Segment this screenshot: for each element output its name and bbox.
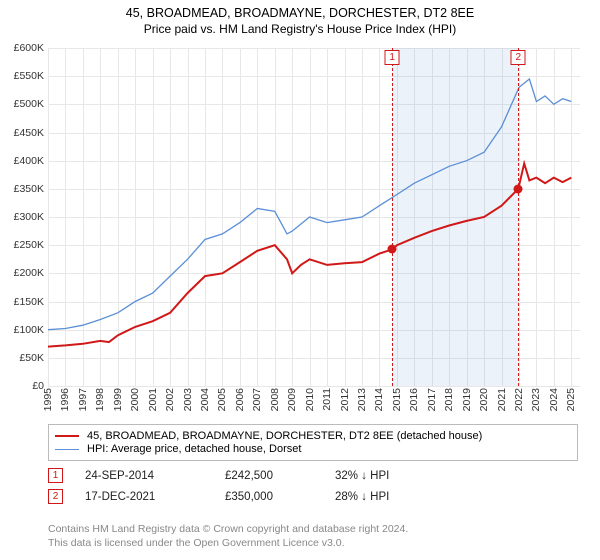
x-tick-label: 2016 (408, 388, 420, 411)
y-tick-label: £0 (0, 380, 44, 392)
x-tick-label: 2002 (164, 388, 176, 411)
event-marker-dot (388, 245, 397, 254)
series-line-price_paid (48, 164, 571, 347)
x-tick-label: 2020 (478, 388, 490, 411)
x-tick-label: 2015 (391, 388, 403, 411)
x-tick-label: 2022 (513, 388, 525, 411)
event-date: 17-DEC-2021 (85, 491, 225, 503)
event-table: 1 24-SEP-2014 £242,500 32% ↓ HPI 2 17-DE… (48, 468, 455, 510)
title-block: 45, BROADMEAD, BROADMAYNE, DORCHESTER, D… (0, 0, 600, 36)
x-tick-label: 2018 (443, 388, 455, 411)
footer-line: Contains HM Land Registry data © Crown c… (48, 522, 408, 536)
y-tick-label: £200K (0, 267, 44, 279)
event-dashed-line (392, 48, 393, 386)
x-tick-label: 2005 (216, 388, 228, 411)
x-tick-label: 2012 (339, 388, 351, 411)
footer-line: This data is licensed under the Open Gov… (48, 536, 408, 550)
legend-swatch (55, 435, 79, 437)
y-tick-label: £500K (0, 98, 44, 110)
x-tick-label: 2001 (147, 388, 159, 411)
event-date: 24-SEP-2014 (85, 470, 225, 482)
x-tick-label: 2019 (461, 388, 473, 411)
y-tick-label: £250K (0, 239, 44, 251)
event-dashed-line (518, 48, 519, 386)
x-tick-label: 2010 (304, 388, 316, 411)
y-tick-label: £100K (0, 324, 44, 336)
x-tick-label: 2023 (530, 388, 542, 411)
x-tick-label: 2013 (356, 388, 368, 411)
y-tick-label: £450K (0, 127, 44, 139)
x-tick-label: 1999 (112, 388, 124, 411)
event-flag: 1 (385, 50, 400, 65)
chart-lines (48, 48, 580, 386)
legend: 45, BROADMEAD, BROADMAYNE, DORCHESTER, D… (48, 424, 578, 461)
x-tick-label: 2009 (286, 388, 298, 411)
x-tick-label: 2025 (565, 388, 577, 411)
x-tick-label: 1997 (77, 388, 89, 411)
x-tick-label: 2011 (321, 388, 333, 411)
x-tick-label: 2024 (548, 388, 560, 411)
x-tick-label: 2021 (496, 388, 508, 411)
event-number-box: 2 (48, 489, 63, 504)
x-tick-label: 1998 (94, 388, 106, 411)
y-tick-label: £350K (0, 183, 44, 195)
x-tick-label: 2008 (269, 388, 281, 411)
event-marker-dot (514, 184, 523, 193)
legend-swatch (55, 449, 79, 450)
x-tick-label: 2007 (251, 388, 263, 411)
footer-attribution: Contains HM Land Registry data © Crown c… (48, 522, 408, 550)
legend-item: HPI: Average price, detached house, Dors… (55, 443, 571, 455)
y-tick-label: £150K (0, 296, 44, 308)
y-tick-label: £50K (0, 352, 44, 364)
chart-subtitle: Price paid vs. HM Land Registry's House … (0, 22, 600, 36)
event-table-row: 1 24-SEP-2014 £242,500 32% ↓ HPI (48, 468, 455, 483)
event-pct: 28% ↓ HPI (335, 491, 455, 503)
series-line-hpi (48, 79, 571, 330)
y-tick-label: £600K (0, 42, 44, 54)
event-price: £350,000 (225, 491, 335, 503)
x-tick-label: 2014 (373, 388, 385, 411)
x-tick-label: 2004 (199, 388, 211, 411)
event-price: £242,500 (225, 470, 335, 482)
event-table-row: 2 17-DEC-2021 £350,000 28% ↓ HPI (48, 489, 455, 504)
y-tick-label: £300K (0, 211, 44, 223)
x-tick-label: 2000 (129, 388, 141, 411)
legend-item: 45, BROADMEAD, BROADMAYNE, DORCHESTER, D… (55, 430, 571, 442)
event-number-box: 1 (48, 468, 63, 483)
y-tick-label: £550K (0, 70, 44, 82)
x-tick-label: 1995 (42, 388, 54, 411)
legend-label: HPI: Average price, detached house, Dors… (87, 443, 301, 455)
event-flag: 2 (511, 50, 526, 65)
x-tick-label: 2006 (234, 388, 246, 411)
y-tick-label: £400K (0, 155, 44, 167)
x-tick-label: 1996 (59, 388, 71, 411)
x-tick-label: 2017 (426, 388, 438, 411)
x-tick-label: 2003 (182, 388, 194, 411)
chart-title: 45, BROADMEAD, BROADMAYNE, DORCHESTER, D… (0, 6, 600, 20)
chart-container: 45, BROADMEAD, BROADMAYNE, DORCHESTER, D… (0, 0, 600, 560)
legend-label: 45, BROADMEAD, BROADMAYNE, DORCHESTER, D… (87, 430, 482, 442)
event-pct: 32% ↓ HPI (335, 470, 455, 482)
chart-plot-area: 12 £0£50K£100K£150K£200K£250K£300K£350K£… (48, 48, 580, 386)
